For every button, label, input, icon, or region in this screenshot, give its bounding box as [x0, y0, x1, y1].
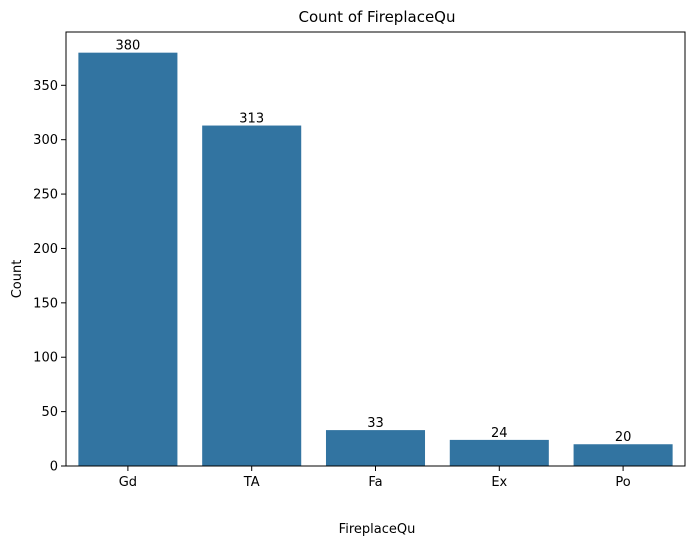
y-tick-label-0: 0	[50, 460, 58, 475]
data-label-ex: 24	[491, 426, 508, 441]
y-tick-label-250: 250	[33, 188, 58, 203]
y-axis: 0 50 100 150 200 250 300 350	[33, 79, 66, 475]
bar-ta	[202, 125, 302, 467]
x-tick-label-po: Po	[615, 475, 630, 490]
bar-ex	[449, 439, 549, 466]
plot-area: 380 313 33 24 20	[78, 39, 673, 467]
bar-po	[573, 444, 673, 466]
y-tick-label-300: 300	[33, 133, 58, 148]
data-label-fa: 33	[367, 416, 384, 431]
y-tick-label-350: 350	[33, 79, 58, 94]
y-axis-label: Count	[10, 260, 25, 299]
chart-title: Count of FireplaceQu	[299, 8, 456, 26]
y-tick-label-200: 200	[33, 242, 58, 257]
data-label-ta: 313	[239, 112, 264, 127]
y-tick-label-100: 100	[33, 351, 58, 366]
x-tick-label-ex: Ex	[491, 475, 507, 490]
x-axis-label: FireplaceQu	[339, 522, 416, 537]
x-tick-label-fa: Fa	[368, 475, 382, 490]
x-axis: Gd TA Fa Ex Po	[119, 466, 631, 490]
y-tick-label-150: 150	[33, 296, 58, 311]
data-label-gd: 380	[115, 39, 140, 54]
y-tick-label-50: 50	[41, 405, 58, 420]
data-label-po: 20	[615, 430, 632, 445]
bar-gd	[78, 52, 178, 467]
x-tick-label-ta: TA	[243, 475, 260, 490]
x-tick-label-gd: Gd	[119, 475, 137, 490]
bar-fa	[325, 430, 426, 466]
